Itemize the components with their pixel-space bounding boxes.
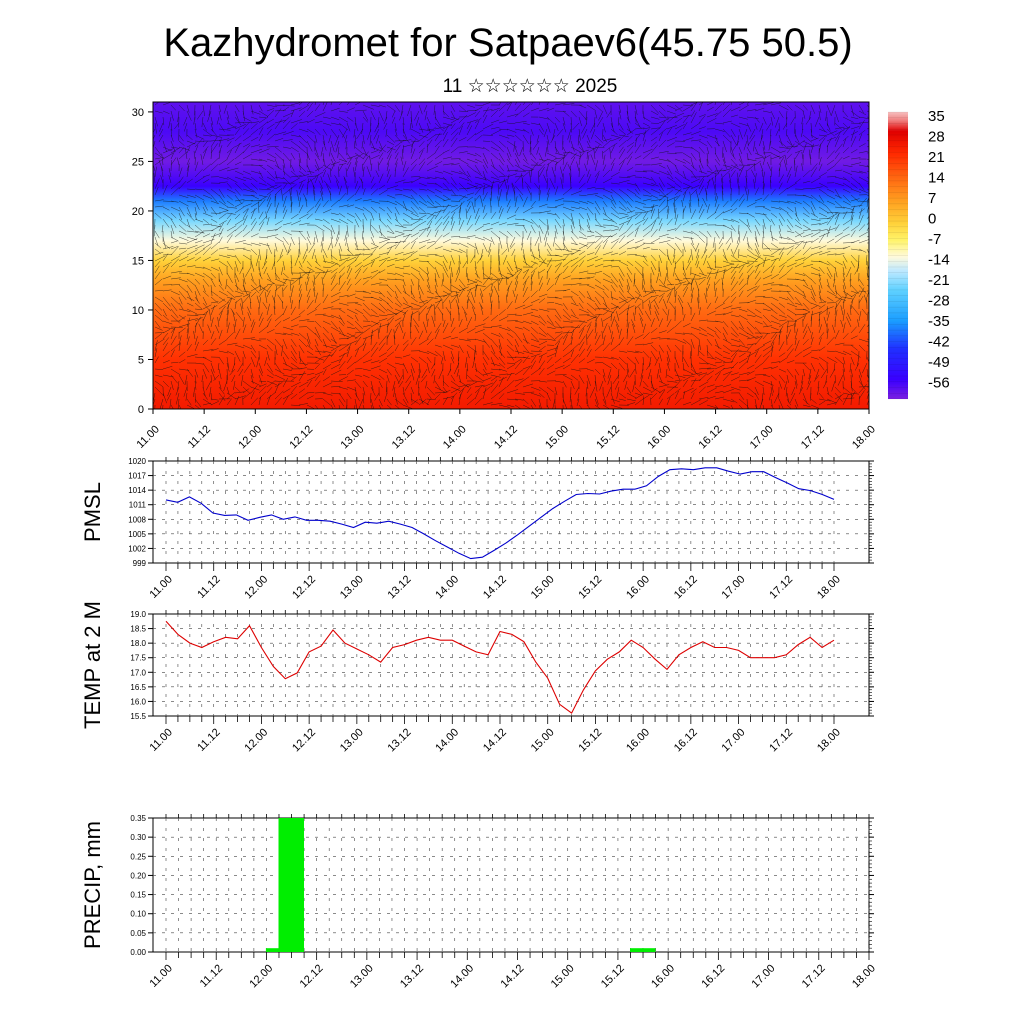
y-tick-label: 19.0 <box>130 610 146 619</box>
panel-frame <box>153 614 869 716</box>
colorbar-label: -49 <box>928 354 950 371</box>
x-tick-label: 12.12 <box>287 423 315 451</box>
y-tick-label: 18.5 <box>130 625 146 634</box>
x-tick-label: 13.00 <box>339 423 367 451</box>
y-tick-label: 1020 <box>128 457 146 466</box>
y-tick-label: 10 <box>132 305 144 317</box>
y-tick-label: 1008 <box>128 515 146 524</box>
x-tick-label: 13.00 <box>338 573 366 601</box>
y-tick-label: 30 <box>132 107 144 119</box>
y-axis-label: PMSL <box>80 482 105 542</box>
y-tick-label: 15 <box>132 255 144 267</box>
y-tick-label: 1017 <box>128 472 146 481</box>
y-tick-label: 5 <box>138 354 144 366</box>
y-tick-label: 1014 <box>128 486 146 495</box>
colorbar-label: 28 <box>928 129 945 146</box>
x-tick-label: 11.12 <box>186 423 213 450</box>
y-tick-label: 25 <box>132 156 144 168</box>
x-tick-label: 17.00 <box>748 423 776 451</box>
y-tick-label: 17.0 <box>130 668 146 677</box>
x-tick-label: 16.00 <box>645 423 673 451</box>
x-tick-label: 15.12 <box>576 573 604 601</box>
x-tick-label: 14.12 <box>492 423 520 451</box>
x-tick-label: 14.00 <box>441 423 469 451</box>
colorbar-label: -28 <box>928 293 950 310</box>
x-tick-label: 18.00 <box>850 423 878 451</box>
chart-subtitle: 11 ☆☆☆☆☆☆ 2025 <box>443 76 618 97</box>
x-tick-label: 12.00 <box>242 573 270 601</box>
y-tick-label: 16.0 <box>130 697 146 706</box>
x-tick-label: 17.12 <box>799 423 827 451</box>
x-tick-label: 13.12 <box>390 423 418 451</box>
x-tick-label: 11.00 <box>135 423 162 450</box>
y-tick-label: 18.0 <box>130 639 146 648</box>
x-tick-label: 16.12 <box>697 423 725 451</box>
x-tick-label: 16.12 <box>672 573 700 601</box>
x-tick-label: 16.00 <box>624 573 652 601</box>
y-tick-label: 1011 <box>129 501 147 510</box>
y-tick-label: 15.5 <box>130 712 146 721</box>
x-tick-label: 11.00 <box>148 573 175 600</box>
colorbar-label: 21 <box>928 149 945 166</box>
y-tick-label: 1002 <box>128 544 146 553</box>
panel-frame <box>153 461 869 563</box>
colorbar-label: -14 <box>928 252 950 269</box>
temperature-colorbar: 35 28 21 14 7 0 -7 -14 -21 -28 -35 -42 -49 -56 <box>888 108 950 399</box>
colorbar-label: 7 <box>928 190 936 207</box>
x-tick-label: 12.12 <box>290 573 318 601</box>
x-tick-label: 11.12 <box>195 573 222 600</box>
x-tick-label: 13.12 <box>386 573 414 601</box>
y-tick-label: 0 <box>138 404 144 416</box>
x-tick-label: 12.00 <box>236 423 264 451</box>
colorbar-label: -7 <box>928 231 941 248</box>
colorbar-label: -42 <box>928 334 950 351</box>
colorbar-label: -35 <box>928 313 950 330</box>
cross-section-fill <box>153 102 869 409</box>
x-tick-label: 17.00 <box>720 573 748 601</box>
y-tick-label: 999 <box>133 559 147 568</box>
x-tick-label: 14.12 <box>481 573 509 601</box>
x-tick-label: 15.00 <box>529 573 557 601</box>
x-tick-label: 14.00 <box>433 573 461 601</box>
chart-title: Kazhydromet for Satpaev6(45.75 50.5) <box>163 21 852 65</box>
colorbar-label: 14 <box>928 170 945 187</box>
x-tick-label: 15.00 <box>543 423 571 451</box>
y-tick-label: 20 <box>132 206 144 218</box>
x-tick-label: 18.00 <box>815 573 843 601</box>
x-tick-label: 17.12 <box>767 573 795 601</box>
colorbar-label: 0 <box>928 211 936 228</box>
y-tick-label: 1005 <box>128 530 146 539</box>
x-tick-label: 15.12 <box>594 423 622 451</box>
colorbar-label: 35 <box>928 108 945 125</box>
cross-section-panel: 0 5 10 15 20 25 30 11.00 11.12 12.00 12.12 13.00 13.… <box>132 94 878 451</box>
y-tick-label: 17.5 <box>130 654 146 663</box>
colorbar-label: -56 <box>928 375 950 392</box>
y-tick-label: 16.5 <box>130 683 146 692</box>
colorbar-label: -21 <box>928 272 950 289</box>
